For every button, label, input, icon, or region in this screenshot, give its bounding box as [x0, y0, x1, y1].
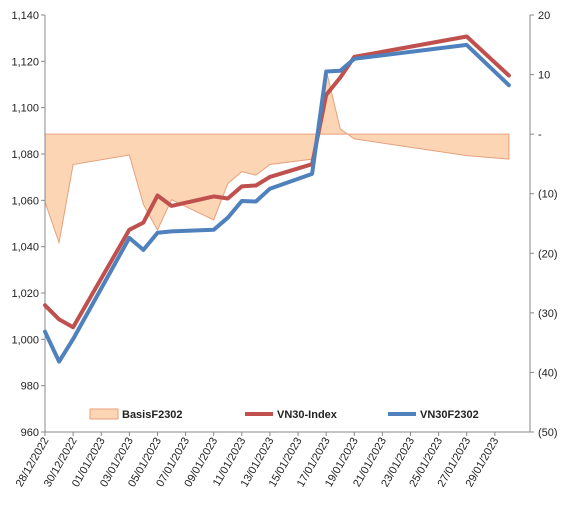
- vn30f2302-line: [43, 42, 511, 364]
- left-tick-label: 1,100: [11, 103, 39, 115]
- left-tick-label: 1,060: [11, 195, 39, 207]
- left-tick-label: 1,140: [11, 10, 39, 22]
- right-tick-label: -: [538, 129, 542, 141]
- right-tick-label: (20): [538, 248, 558, 260]
- right-tick-label: (40): [538, 367, 558, 379]
- right-tick-label: 20: [538, 10, 550, 22]
- left-tick-label: 1,040: [11, 242, 39, 254]
- left-tick-label: 980: [21, 381, 39, 393]
- left-tick-label: 1,120: [11, 56, 39, 68]
- legend-swatch-basis: [89, 408, 119, 420]
- legend-label-vn30-index: VN30-Index: [277, 409, 338, 421]
- vn30-index-line: [43, 34, 511, 330]
- left-tick-label: 960: [21, 427, 39, 439]
- right-tick-label: (50): [538, 427, 558, 439]
- right-tick-label: (10): [538, 189, 558, 201]
- left-tick-label: 1,020: [11, 288, 39, 300]
- basis-area: [44, 69, 510, 245]
- legend-label-vn30f2302: VN30F2302: [420, 409, 479, 421]
- basis-area-layer: [44, 69, 510, 245]
- left-tick-label: 1,080: [11, 149, 39, 161]
- right-tick-label: 10: [538, 70, 550, 82]
- legend: BasisF2302 VN30-Index VN30F2302: [89, 408, 479, 421]
- lines-layer: [43, 34, 511, 364]
- legend-label-basisf2302: BasisF2302: [122, 409, 183, 421]
- right-tick-label: (30): [538, 308, 558, 320]
- left-tick-label: 1,000: [11, 334, 39, 346]
